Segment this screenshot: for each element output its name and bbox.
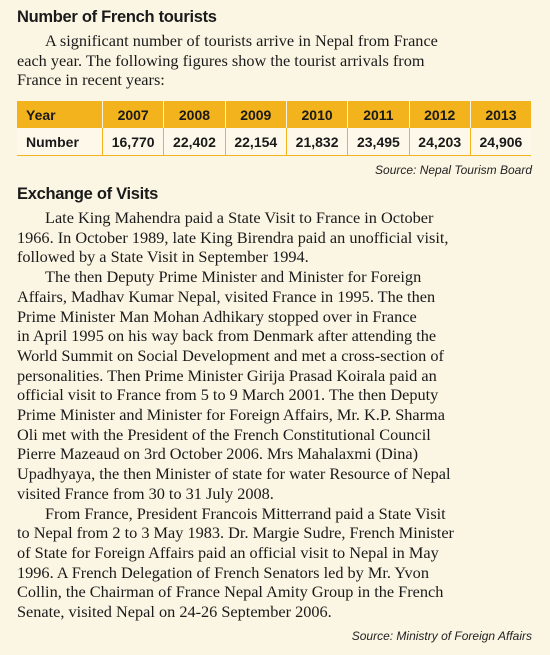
table-header-row: Year 2007 2008 2009 2010 2011 2012 2013 (17, 101, 531, 128)
visit-line: Prime Minister and Minister for Foreign … (17, 405, 445, 425)
visit-line: official visit to France from 5 to 9 Mar… (17, 385, 439, 405)
year-header-cell: Year (17, 101, 103, 128)
visit-line: From France, President Francois Mitterra… (45, 503, 446, 523)
visits-text: Late King Mahendra paid a State Visit to… (17, 208, 535, 622)
visit-line: Affairs, Madhav Kumar Nepal, visited Fra… (17, 286, 436, 306)
visit-line: 1966. In October 1989, late King Birendr… (17, 227, 449, 247)
tourist-arrivals-table: Year 2007 2008 2009 2010 2011 2012 2013 … (17, 101, 531, 156)
visit-line: The then Deputy Prime Minister and Minis… (45, 267, 422, 287)
visit-line: Prime Minister Man Mohan Adhikary stoppe… (17, 306, 417, 326)
year-cell: 2009 (225, 101, 287, 128)
number-cell: 24,906 (470, 128, 531, 156)
number-cell: 23,495 (347, 128, 410, 156)
year-cell: 2008 (163, 101, 226, 128)
tourism-source-note: Source: Nepal Tourism Board (375, 163, 532, 177)
year-cell: 2007 (102, 101, 165, 128)
visit-line: 1996. A French Delegation of French Sena… (17, 562, 429, 582)
intro-line: France in recent years: (17, 70, 165, 90)
visit-line: followed by a State Visit in September 1… (17, 247, 309, 267)
visit-line: Late King Mahendra paid a State Visit to… (45, 208, 434, 227)
visit-line: World Summit on Social Development and m… (17, 345, 444, 365)
visit-line: Pierre Mazeaud on 3rd October 2006. Mrs … (17, 444, 419, 464)
visit-line: Senate, visited Nepal on 24-26 September… (17, 602, 332, 622)
table-row: Number 16,770 22,402 22,154 21,832 23,49… (17, 128, 531, 156)
visit-line: personalities. Then Prime Minister Girij… (17, 365, 437, 385)
number-cell: 22,402 (163, 128, 226, 156)
year-cell: 2011 (347, 101, 410, 128)
visit-line: Upadhyaya, the then Minister of state fo… (17, 464, 451, 484)
visit-line: Collin, the Chairman of France Nepal Ami… (17, 582, 444, 602)
visits-heading: Exchange of Visits (17, 185, 159, 203)
tourists-heading: Number of French tourists (17, 8, 217, 26)
visit-line: to Nepal from 2 to 3 May 1983. Dr. Margi… (17, 523, 454, 543)
intro-line: each year. The following figures show th… (17, 50, 425, 70)
year-cell: 2012 (409, 101, 471, 128)
intro-line: A significant number of tourists arrive … (45, 31, 438, 50)
year-cell: 2010 (286, 101, 349, 128)
number-cell: 22,154 (225, 128, 287, 156)
visit-line: visited France from 30 to 31 July 2008. (17, 483, 274, 503)
visit-line: Oli met with the President of the French… (17, 424, 431, 444)
tourists-intro: A significant number of tourists arrive … (17, 31, 535, 90)
number-cell: 16,770 (102, 128, 165, 156)
visit-line: of State for Foreign Affairs paid an off… (17, 542, 439, 562)
number-cell: 21,832 (286, 128, 349, 156)
number-label-cell: Number (17, 128, 103, 156)
year-cell: 2013 (470, 101, 531, 128)
number-cell: 24,203 (409, 128, 471, 156)
ministry-source-note: Source: Ministry of Foreign Affairs (351, 629, 532, 643)
visit-line: in April 1995 on his way back from Denma… (17, 326, 437, 346)
